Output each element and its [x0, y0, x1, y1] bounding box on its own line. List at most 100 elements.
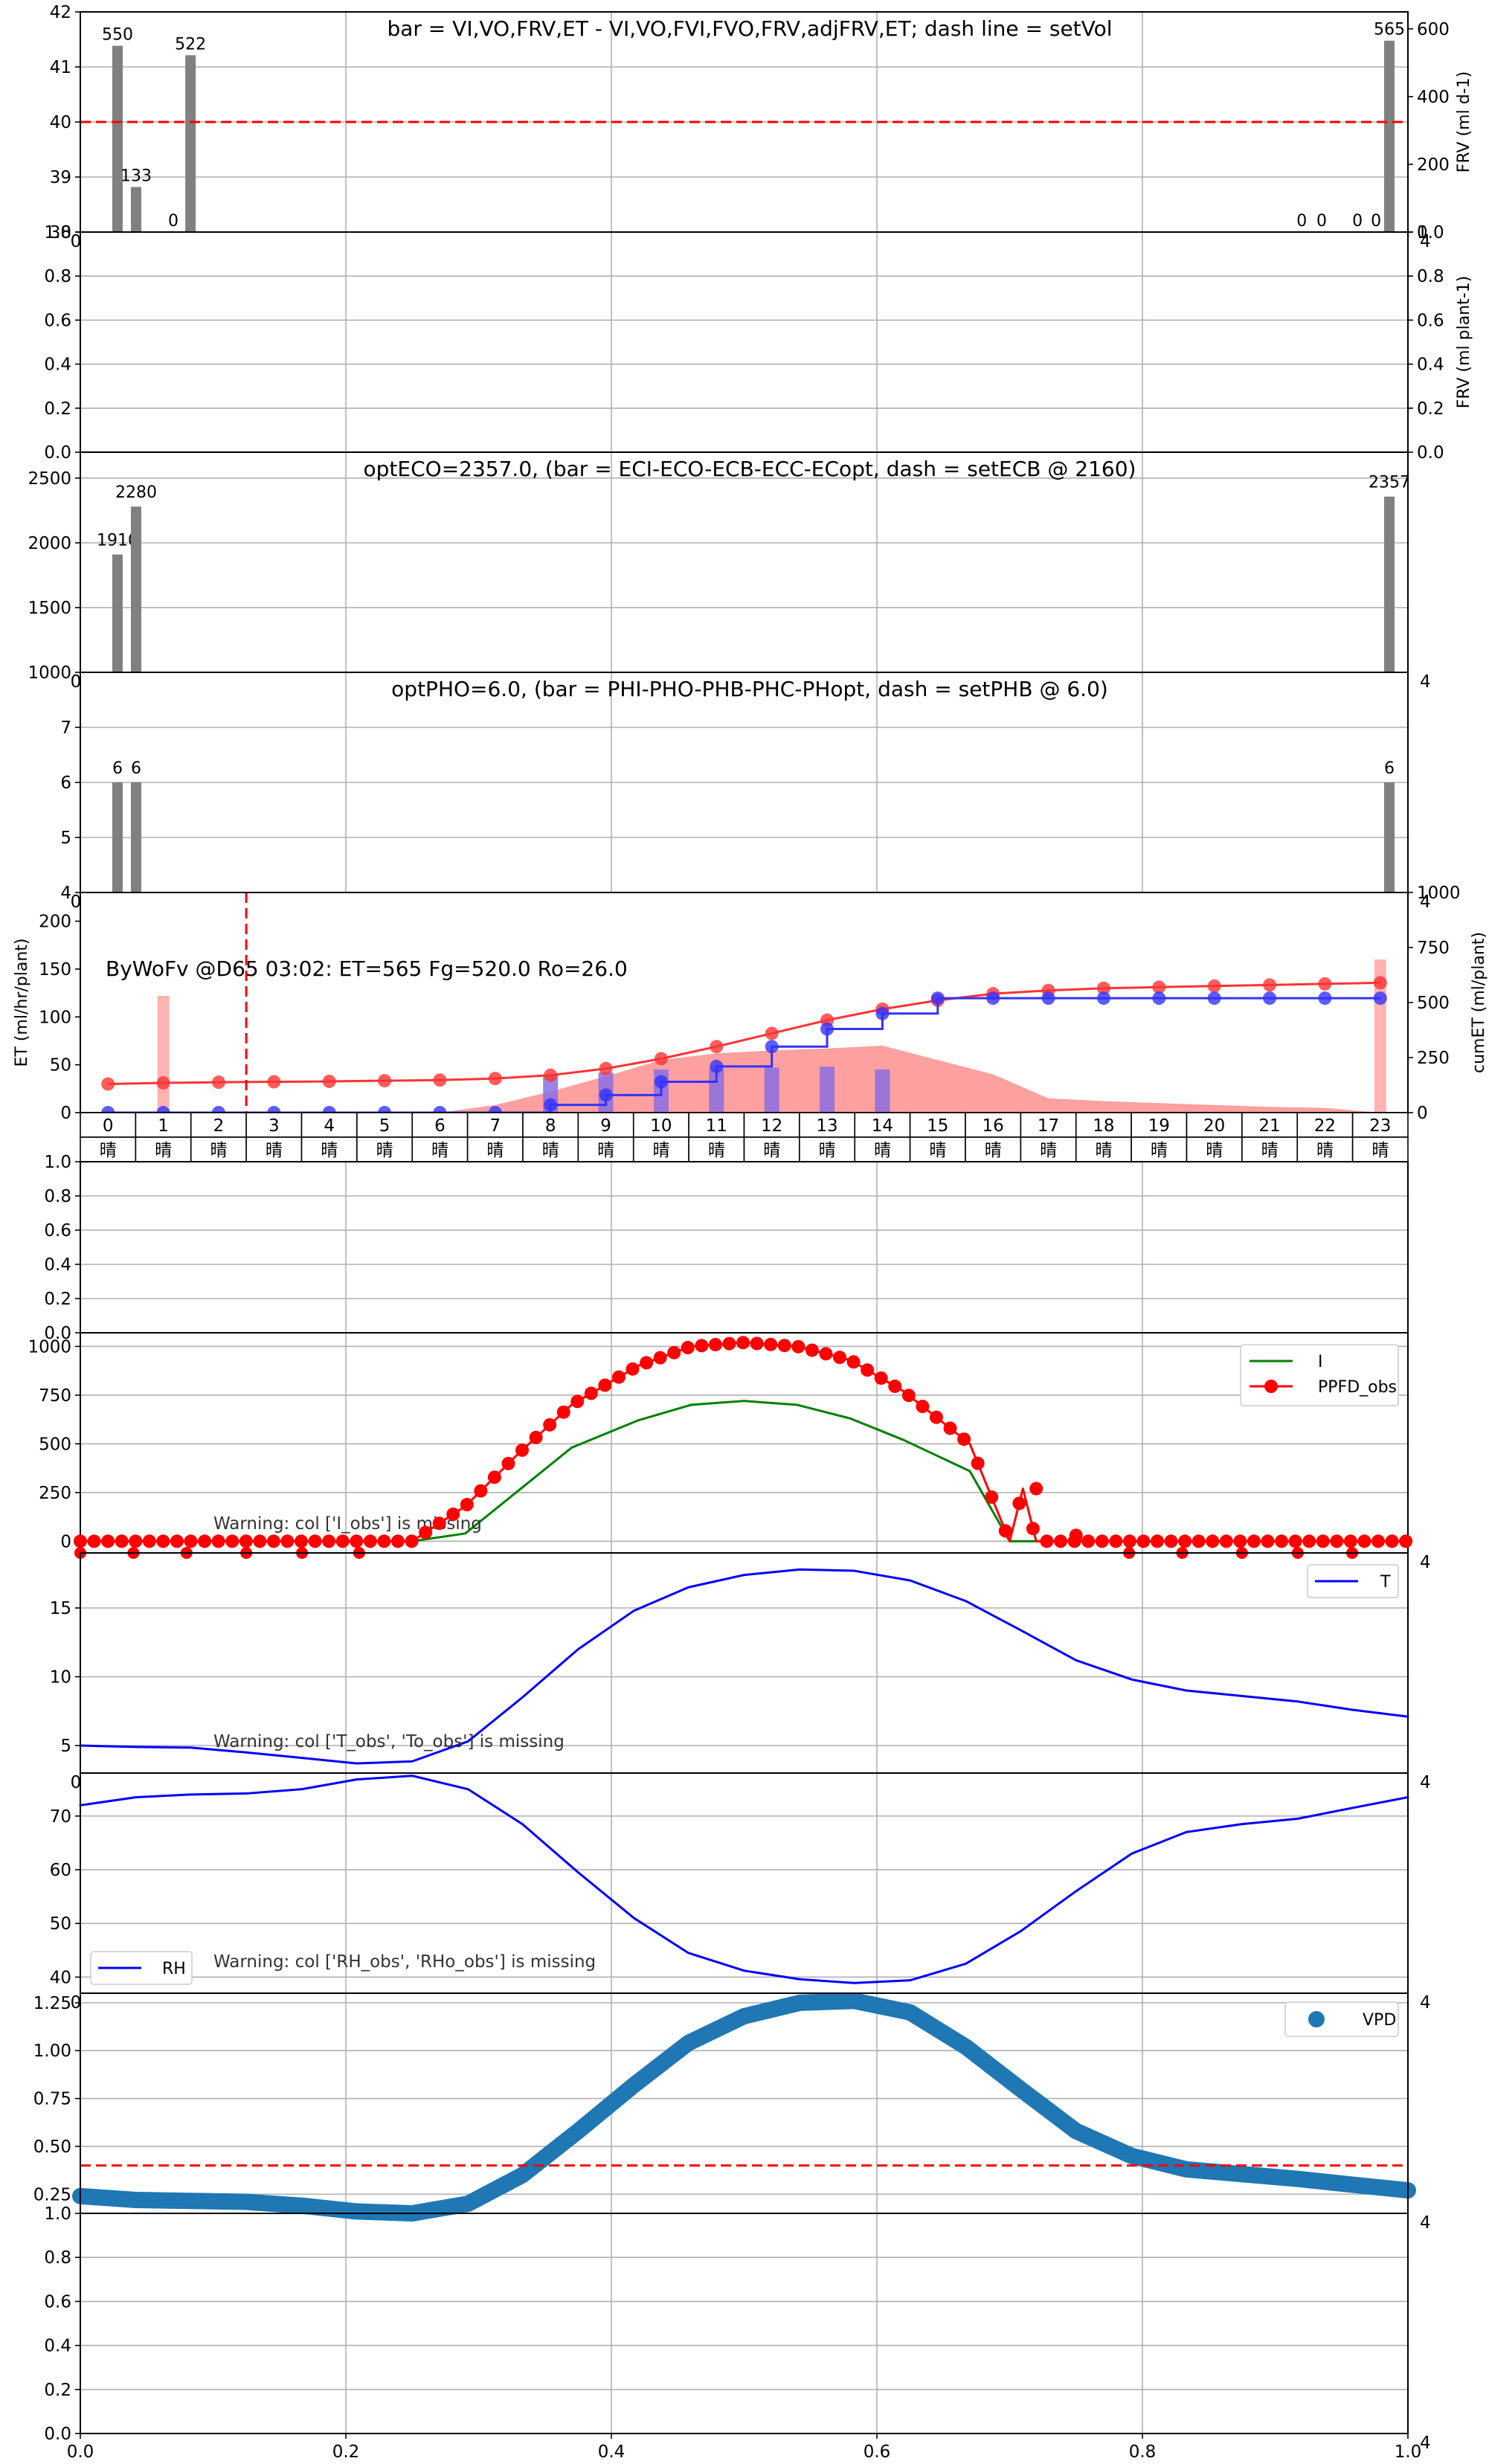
cumet-point	[1263, 978, 1277, 992]
ph-bar	[112, 782, 123, 892]
corner-tick-label: 0	[71, 892, 82, 912]
weather-label: 晴	[542, 1141, 559, 1160]
ppfd-marker	[363, 1534, 377, 1548]
frv-right-ytick-label: 0	[1417, 223, 1428, 242]
temp-ytick-label: 15	[50, 1599, 71, 1618]
ec-axes-frame	[80, 451, 1409, 673]
ppfd-marker	[1012, 1496, 1026, 1511]
hour-cell	[1020, 1112, 1077, 1138]
et-right-ytick-label: 1000	[1417, 884, 1461, 903]
frvp-right-ytick-label: 0.2	[1417, 399, 1444, 419]
ppfd-marker	[1219, 1534, 1233, 1548]
legend-label-I: I	[1318, 1353, 1323, 1371]
frv-title: bar = VI,VO,FRV,ET - VI,VO,FVI,FVO,FRV,a…	[387, 16, 1112, 41]
blank1-ytick-label: 0.2	[44, 1290, 71, 1309]
weather-label: 晴	[1371, 1141, 1389, 1160]
ppfd-marker	[170, 1534, 184, 1548]
weather-label: 晴	[321, 1141, 338, 1160]
corner-tick-label: 0	[71, 232, 82, 251]
ppfd-marker	[1095, 1534, 1109, 1548]
ppfd-ytick-label: 500	[39, 1435, 71, 1454]
blank1-ytick-label: 0.0	[44, 1324, 71, 1343]
weather-cell	[522, 1136, 579, 1162]
ppfd-marker	[681, 1340, 695, 1354]
et-ytick-label: 50	[50, 1056, 71, 1075]
ppfd-marker	[957, 1432, 971, 1447]
ppfd-marker	[1343, 1534, 1357, 1548]
weather-label: 晴	[597, 1141, 614, 1160]
legend-label-VPD: VPD	[1363, 2011, 1396, 2030]
rh-warning-text: Warning: col ['RH_obs', 'RHo_obs'] is mi…	[213, 1952, 596, 1972]
hour-cell	[743, 1112, 800, 1138]
frvp-ytick-label: 0.4	[44, 356, 71, 375]
cumet-point	[710, 1040, 724, 1054]
cumet-point	[765, 1040, 779, 1054]
hour-label: 15	[927, 1116, 948, 1136]
ppfd-marker	[405, 1534, 419, 1548]
et-annotation: ByWoFv @D65 03:02: ET=565 Fg=520.0 Ro=26…	[106, 956, 628, 981]
ppfd-marker	[1261, 1534, 1275, 1548]
hour-label: 23	[1369, 1116, 1391, 1136]
weather-cell	[466, 1136, 524, 1162]
ppfd-marker	[1288, 1534, 1302, 1548]
ppfd-marker	[87, 1534, 101, 1548]
temp-warning-text: Warning: col ['T_obs', 'To_obs'] is miss…	[213, 1732, 565, 1752]
et-pink-bar	[157, 995, 170, 1113]
ppfd-marker	[280, 1534, 295, 1548]
cumet-point	[930, 991, 945, 1006]
ph-bar-label: 6	[1384, 759, 1395, 778]
ppfd-marker	[653, 1351, 667, 1365]
hour-label: 10	[650, 1116, 672, 1136]
ppfd-marker	[266, 1534, 280, 1548]
hour-label: 8	[545, 1116, 556, 1136]
frv-right-ylabel: FRV (ml d-1)	[1455, 71, 1473, 173]
weather-cell	[688, 1136, 745, 1162]
blank2-axes-frame	[80, 2213, 1409, 2434]
cumet-point	[101, 1077, 115, 1091]
hour-label: 14	[872, 1116, 893, 1136]
cumet-point	[599, 1088, 613, 1102]
ppfd-marker	[1399, 1534, 1413, 1548]
ppfd-marker	[570, 1395, 585, 1409]
ppfd-marker	[722, 1336, 736, 1351]
weather-label: 晴	[929, 1141, 946, 1160]
ppfd-marker	[640, 1356, 654, 1370]
ppfd-marker	[874, 1371, 888, 1385]
ppfd-marker	[515, 1443, 530, 1457]
frvp-ytick-label: 0.2	[44, 399, 71, 419]
ppfd-marker	[543, 1418, 557, 1432]
ppfd-marker	[74, 1534, 87, 1548]
blank2-ytick-label: 0.6	[44, 2292, 71, 2312]
vpd-legend	[1284, 2001, 1399, 2037]
hour-label: 3	[268, 1116, 280, 1136]
cumet-point	[267, 1075, 281, 1089]
ppfd-marker	[556, 1405, 570, 1419]
legend-marker-VPD	[1308, 2011, 1325, 2027]
rh-ytick-label: 40	[50, 1968, 71, 1987]
ppfd-marker	[1054, 1534, 1068, 1548]
et-right-ytick-label: 0	[1417, 1104, 1428, 1123]
hour-label: 1	[158, 1116, 169, 1136]
weather-label: 晴	[431, 1141, 448, 1160]
ppfd-marker	[611, 1370, 625, 1384]
cumet-point	[544, 1098, 558, 1112]
ppfd-ytick-label: 1000	[28, 1337, 71, 1357]
ph-ytick-label: 4	[60, 884, 71, 903]
vpd-ytick-label: 1.25	[33, 1994, 71, 2013]
rh-ytick-label: 50	[50, 1914, 71, 1934]
ppfd-marker	[929, 1410, 943, 1424]
hour-cell	[965, 1112, 1022, 1138]
corner-tick-label: 4	[1420, 672, 1431, 692]
corner-tick-label: 4	[1420, 1993, 1431, 2013]
blank1-axes-frame	[80, 1161, 1409, 1334]
ppfd-marker	[1040, 1534, 1054, 1548]
x-tick-label: 0.6	[864, 2442, 891, 2462]
ppfd-marker	[1385, 1534, 1399, 1548]
ppfd-marker	[446, 1507, 460, 1521]
corner-tick-label: 4	[1420, 892, 1431, 912]
hour-label: 12	[761, 1116, 782, 1136]
corner-tick-label: 4	[1420, 1553, 1431, 1572]
ppfd-marker	[529, 1430, 543, 1444]
vpd-ytick-label: 0.50	[33, 2137, 71, 2157]
